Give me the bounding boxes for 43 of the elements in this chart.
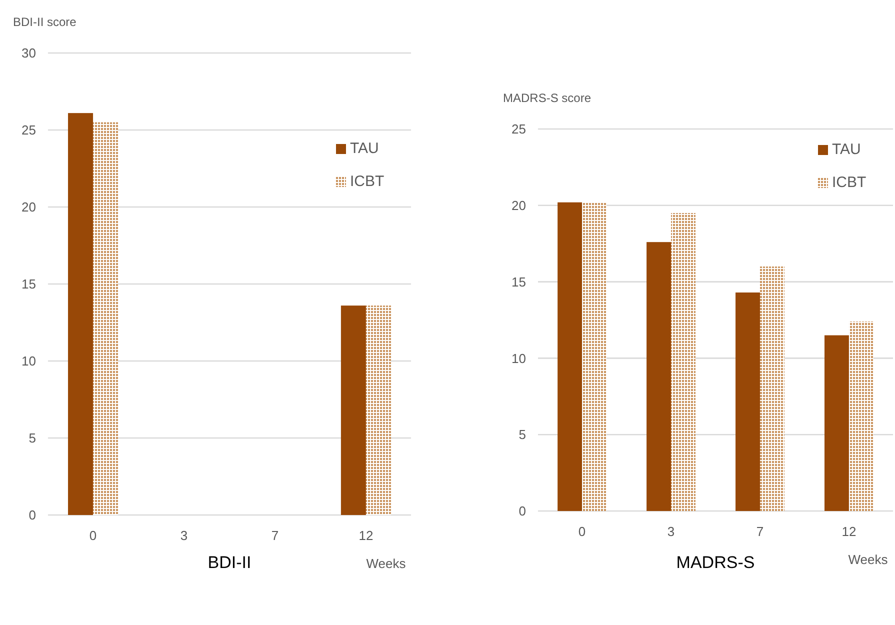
x-tick-label: 12 xyxy=(842,524,856,539)
y-axis-title: BDI-II score xyxy=(13,15,77,29)
text: BDI-II xyxy=(208,553,252,572)
bar xyxy=(848,322,874,511)
y-tick-label: 15 xyxy=(512,274,526,290)
legend-label: TAU xyxy=(350,140,379,157)
x-tick-label: 12 xyxy=(358,528,374,543)
legend-label: ICBT xyxy=(832,174,866,191)
y-tick-label: 0 xyxy=(518,504,526,519)
text: MADRS-S xyxy=(676,553,755,572)
bar xyxy=(68,113,94,515)
bar xyxy=(366,306,391,515)
legend-label: TAU xyxy=(832,141,861,158)
bar xyxy=(558,202,582,511)
x-axis-title: Weeks xyxy=(848,552,888,567)
y-tick-label: 15 xyxy=(22,276,36,292)
x-tick-label: 0 xyxy=(89,528,97,543)
bar xyxy=(760,266,784,511)
y-tick-label: 25 xyxy=(22,122,36,138)
x-tick-label: 0 xyxy=(578,524,586,539)
bar xyxy=(646,242,672,511)
x-tick-label: 3 xyxy=(667,524,675,539)
y-tick-label: 20 xyxy=(512,198,526,213)
bar xyxy=(93,122,118,515)
bar xyxy=(671,213,696,511)
bar xyxy=(340,306,366,515)
legend-label: ICBT xyxy=(350,173,384,190)
y-tick-label: 10 xyxy=(22,354,36,369)
y-tick-label: 5 xyxy=(28,430,36,446)
x-axis-title: Weeks xyxy=(366,556,406,571)
x-tick-label: 7 xyxy=(271,528,279,543)
bar xyxy=(736,292,760,511)
y-tick-label: 20 xyxy=(22,200,36,215)
bar xyxy=(824,335,849,511)
y-tick-label: 25 xyxy=(512,122,526,137)
y-tick-label: 5 xyxy=(518,427,526,442)
y-tick-label: 30 xyxy=(22,46,36,61)
x-tick-label: 3 xyxy=(180,528,188,543)
bar xyxy=(582,202,607,511)
y-tick-label: 10 xyxy=(512,350,526,366)
y-tick-label: 0 xyxy=(28,508,36,523)
x-tick-label: 7 xyxy=(756,524,764,539)
y-axis-title: MADRS-S score xyxy=(503,91,592,105)
